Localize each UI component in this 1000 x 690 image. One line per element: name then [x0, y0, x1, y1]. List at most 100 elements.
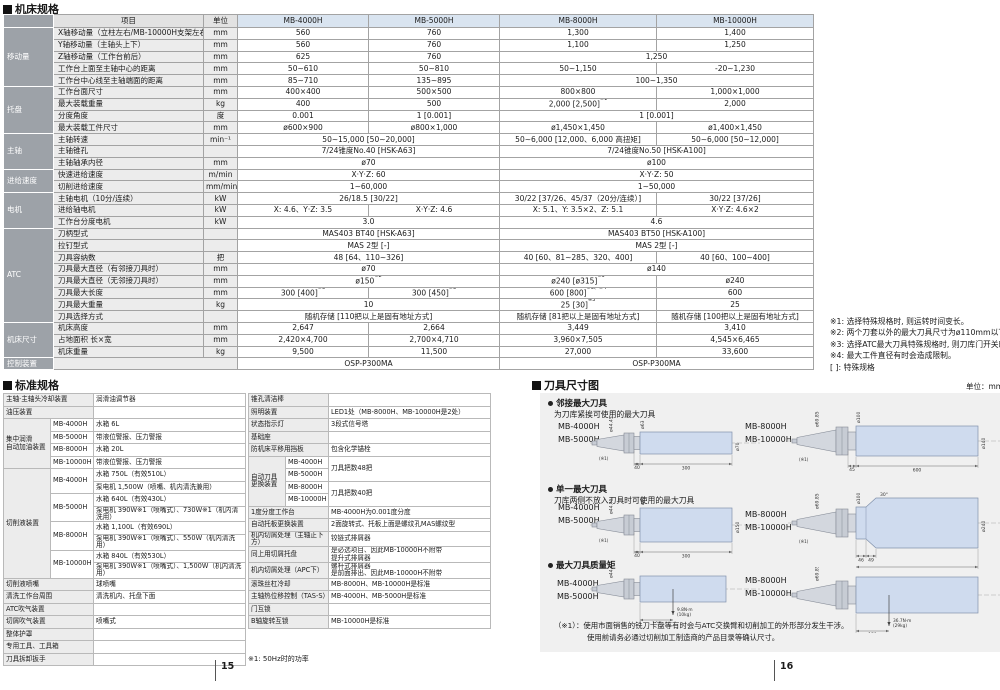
spec-value: 3,960×7,505: [499, 333, 657, 347]
spec-footnote-line: ※2: 两个刀套以外的最大刀具尺寸为ø110mm以下。: [830, 328, 1000, 338]
spec-row: 刀具选择方式 随机存储 [110把以上是固有地址方式] 随机存储 [81把以上是固有…: [4, 310, 814, 323]
spec-item: 刀柄型式: [53, 227, 204, 241]
spec-value: 1~50,000: [499, 180, 814, 194]
std-val: 泵电机 390W※1（喷嘴式）、1,500W（机内清洗用）: [93, 562, 247, 579]
spec-value: 1,300: [499, 27, 657, 40]
std-row: 整体护罩: [2, 627, 247, 642]
spec-row: 进给轴电机 kW X: 4.6、Y·Z: 3.5 X·Y·Z: 4.6 X: 5.1、Y…: [4, 203, 814, 217]
std-lbl: 刀具拆卸扳手: [2, 652, 95, 667]
std-lbl: 主轴·主轴头冷却装置: [2, 393, 95, 407]
tool-diagram: 40 300 ø150 ø44.45 ø63 (※1): [590, 487, 760, 571]
spec-row: Z轴移动量（工作台前后） mm 625 760 1,250: [4, 50, 814, 64]
standard-spec-table-left: 主轴·主轴头冷却装置 润滑油调节器 油压装置 集中润滑 自动加油装置 MB-4000H 水…: [2, 393, 247, 667]
dim-label: 300: [682, 554, 691, 560]
dim-label: 49: [868, 558, 874, 564]
spec-row: 机床尺寸 机床高度 mm 2,647 2,664 3,449 3,410: [3, 321, 814, 359]
spec-item: 最大装载工件尺寸: [53, 121, 204, 135]
std-row: ATC吹气装置: [2, 602, 247, 617]
std-val: 2面旋转式、托板上面是螺纹孔MAS螺纹型: [328, 518, 491, 532]
dim-label: ø63: [640, 496, 646, 505]
tool-subsection-title: 单一最大刀具: [548, 483, 607, 495]
std-row: 切屑吹气装置 喷嘴式: [2, 615, 247, 629]
spec-value: ø70: [237, 262, 500, 276]
spec-value: 30/22 [37/26]: [656, 192, 814, 205]
spec-value: 50~6,000 [50~12,000]: [656, 133, 814, 146]
spec-unit: mm: [203, 27, 238, 40]
spec-value: 3.0: [237, 215, 500, 229]
spec-footnote-line: ※4: 最大工件直径有时会造成限制。: [830, 351, 956, 361]
std-val: 水箱 840L（有效530L）: [93, 549, 247, 563]
spec-item: 工作台中心线至主轴端面的距离: [53, 74, 204, 87]
spec-value: 500×500: [368, 85, 500, 99]
spec-value: 400×400: [237, 85, 369, 99]
spec-row: 刀具容纳数把 48 [64、110~326] 40 [60、81~285、320、4…: [4, 251, 814, 264]
std-val: 清洗机内、托盘下面: [93, 590, 247, 604]
spec-unit: mm: [203, 50, 238, 64]
std-lbl: 自动刀具 更换装置: [248, 455, 286, 507]
spec-item: 主轴转速: [53, 133, 204, 146]
std-val: 铰链式排屑器: [328, 530, 491, 548]
std-mdl: MB-5000H: [49, 492, 95, 523]
spec-value: 25: [656, 298, 814, 312]
spec-unit: [203, 144, 238, 158]
dim-label: ø44.45: [609, 498, 615, 514]
std-row: 状态指示灯 3段式信号塔: [248, 418, 491, 432]
spec-value: OSP-P300MA: [499, 357, 814, 371]
std-val: 球喷嘴: [93, 577, 247, 592]
std-row: MB-8000H 水箱 1,100L（有效690L）: [4, 521, 247, 551]
spec-unit: mm: [203, 62, 238, 76]
spec-value: OSP-P300MA: [237, 357, 500, 371]
spec-item-empty: [53, 357, 238, 371]
dim-label: ø240: [981, 521, 987, 532]
spec-value: ø100: [499, 156, 814, 170]
spec-footnote-line: ※1: 选择特殊规格时, 则运转时间变长。: [830, 317, 969, 326]
spec-unit: kg: [203, 298, 238, 312]
tool-diagram: 9.8N·m(10kg)106ø44.45: [590, 562, 760, 627]
std-lbl: 清洗工作台周围: [2, 590, 95, 604]
tool-diagram-panel: 邻接最大刀具 为刀库紧挨可使用的最大刀具 MB-4000H MB-5000H 40 30…: [540, 393, 1000, 652]
spec-unit: [203, 227, 238, 241]
spec-item: 机床重量: [53, 345, 204, 359]
spec-group-label: 进给速度: [3, 168, 54, 194]
dim-label: 159: [868, 632, 877, 633]
std-mdl: MB-4000H: [285, 455, 329, 469]
std-mdl: MB-10000H: [49, 455, 95, 469]
spec-row: 主轴锥孔 7/24锥度No.40 [HSK-A63] 7/24锥度No.50 [HS…: [4, 144, 814, 158]
spec-value: 4.6: [499, 215, 814, 229]
standard-spec-table-right: 锥孔清洁棒 照明装置 LED1处（MB-8000H、MB-10000H是2处） 状态指…: [248, 393, 491, 629]
spec-item: 占地面积 长×宽: [53, 333, 204, 347]
tool-diagram: 36.7N·m(29kg) 159 ø69.85: [788, 565, 1000, 638]
std-row: 主轴·主轴头冷却装置 润滑油调节器: [2, 393, 247, 407]
spec-unit: m/min: [203, 168, 238, 182]
spec-row: 刀具最大重量 kg 10 25 [30]※3 25: [4, 298, 814, 312]
spec-unit: kg: [203, 345, 238, 359]
tool-diagram-models: MB-8000H MB-10000H: [745, 510, 792, 532]
spec-item: 机床高度: [53, 321, 204, 335]
header-item: 项目: [53, 14, 204, 28]
std-lbl: 防机床平移用挡板: [248, 443, 329, 457]
spec-item: 刀具容纳数: [53, 251, 204, 264]
spec-unit: mm: [203, 121, 238, 135]
spec-value: MAS403 BT50 [HSK-A100]: [499, 227, 814, 241]
std-val: 刀具把数48把: [328, 455, 491, 482]
standard-specs-title: 标准规格: [3, 377, 59, 393]
spec-row: 拉钉型式 MAS 2型 [-] MAS 2型 [-]: [4, 239, 814, 253]
std-lbl: 油压装置: [2, 405, 95, 419]
spec-value: ø800×1,000: [368, 121, 500, 135]
dim-label: 36.7N·m: [893, 618, 911, 624]
std-lbl: 切削液喷嘴: [2, 577, 95, 592]
tool-diagram-models: MB-8000H MB-10000H: [745, 422, 792, 444]
std-row: 刀具拆卸扳手: [2, 652, 247, 667]
std-row: MB-5000H 带液位警报、压力警报: [4, 430, 247, 444]
spec-row: 刀具最大直径（有邻接刀具时） mm ø70 ø140: [4, 262, 814, 276]
spec-value: 400: [237, 97, 369, 111]
spec-row: 最大装载重量 kg 400 500 2,000 [2,500]※1 2,000: [4, 97, 814, 111]
spec-value: X: 4.6、Y·Z: 3.5: [237, 203, 369, 217]
spec-unit: mm: [203, 156, 238, 170]
dim-label: ø69.85: [815, 567, 821, 581]
spec-item: 切削进给速度: [53, 180, 204, 194]
std-row: 机内切屑处理（APC下） 螺杆式排屑器 是前面排出、因此MB-10000H不附带: [248, 562, 491, 579]
header-model-mb10000h: MB-10000H: [656, 14, 814, 28]
std-row: MB-10000H: [249, 493, 491, 507]
std-row: 清洗工作台周围 清洗机内、托盘下面: [2, 590, 247, 604]
